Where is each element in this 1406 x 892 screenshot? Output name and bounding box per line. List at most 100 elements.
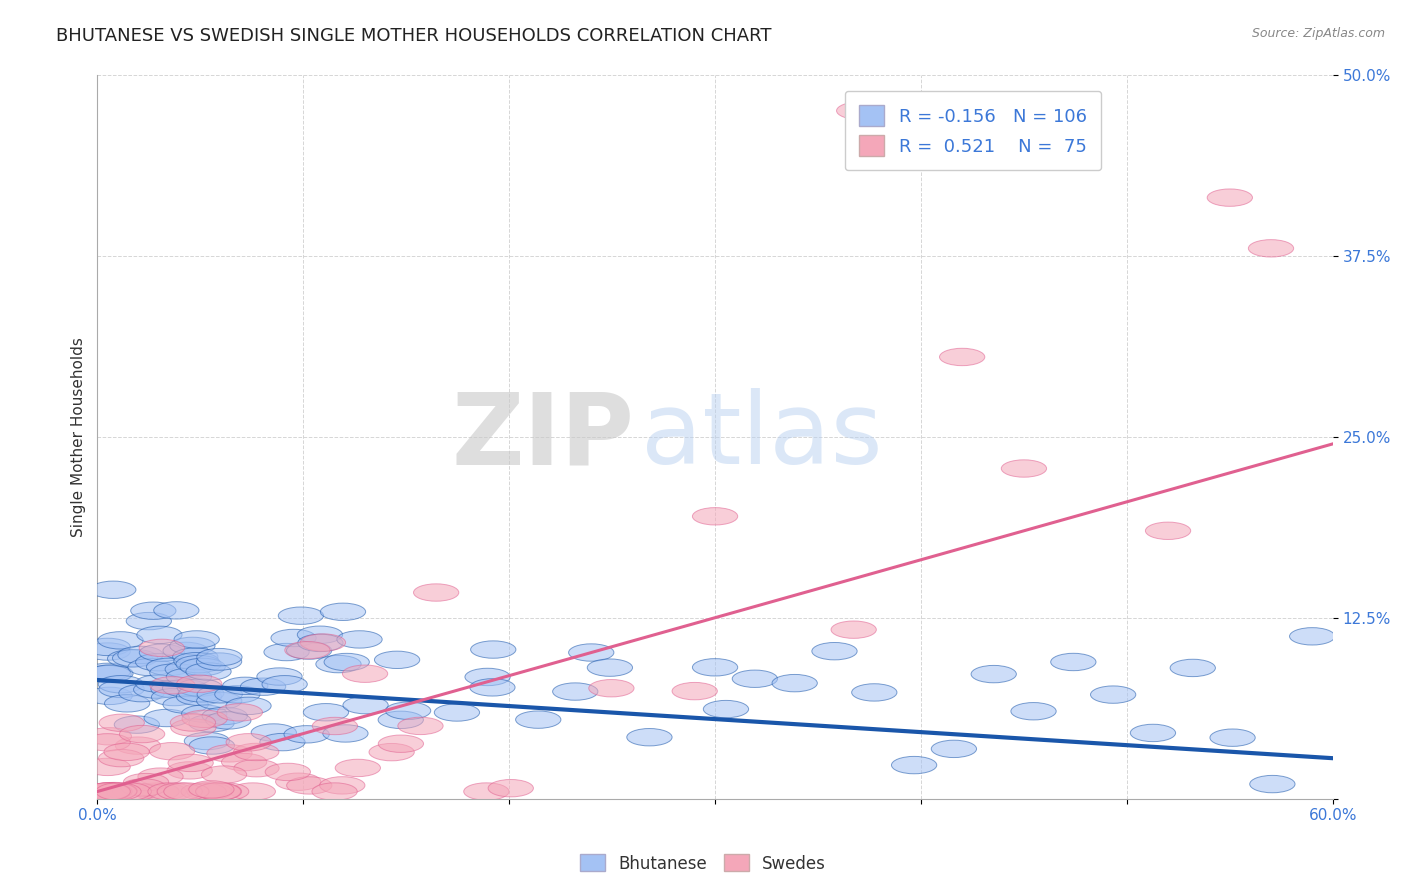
Ellipse shape xyxy=(163,642,208,659)
Ellipse shape xyxy=(1091,686,1136,703)
Ellipse shape xyxy=(143,709,190,727)
Ellipse shape xyxy=(226,733,271,751)
Ellipse shape xyxy=(181,783,226,800)
Ellipse shape xyxy=(378,711,423,729)
Ellipse shape xyxy=(378,735,423,753)
Ellipse shape xyxy=(150,681,197,698)
Ellipse shape xyxy=(1050,653,1097,671)
Text: BHUTANESE VS SWEDISH SINGLE MOTHER HOUSEHOLDS CORRELATION CHART: BHUTANESE VS SWEDISH SINGLE MOTHER HOUSE… xyxy=(56,27,772,45)
Ellipse shape xyxy=(84,758,131,775)
Ellipse shape xyxy=(204,783,249,800)
Ellipse shape xyxy=(516,711,561,729)
Ellipse shape xyxy=(233,759,280,777)
Ellipse shape xyxy=(202,707,247,724)
Ellipse shape xyxy=(323,653,370,671)
Ellipse shape xyxy=(167,755,214,772)
Ellipse shape xyxy=(112,649,157,667)
Ellipse shape xyxy=(972,665,1017,682)
Ellipse shape xyxy=(1211,729,1256,747)
Ellipse shape xyxy=(195,783,240,800)
Ellipse shape xyxy=(153,602,200,619)
Ellipse shape xyxy=(733,670,778,688)
Ellipse shape xyxy=(84,783,131,800)
Ellipse shape xyxy=(84,638,131,656)
Ellipse shape xyxy=(176,656,221,673)
Text: ZIP: ZIP xyxy=(451,388,634,485)
Ellipse shape xyxy=(146,658,191,675)
Ellipse shape xyxy=(105,783,152,800)
Ellipse shape xyxy=(134,681,179,698)
Ellipse shape xyxy=(287,777,332,794)
Ellipse shape xyxy=(323,725,368,742)
Ellipse shape xyxy=(233,743,278,761)
Ellipse shape xyxy=(135,675,181,692)
Ellipse shape xyxy=(138,768,183,785)
Ellipse shape xyxy=(188,780,233,798)
Ellipse shape xyxy=(568,644,614,661)
Ellipse shape xyxy=(134,783,179,800)
Ellipse shape xyxy=(87,665,134,682)
Ellipse shape xyxy=(131,602,176,619)
Ellipse shape xyxy=(181,705,226,723)
Ellipse shape xyxy=(167,762,212,779)
Ellipse shape xyxy=(488,780,533,797)
Ellipse shape xyxy=(84,733,131,751)
Ellipse shape xyxy=(343,665,388,682)
Ellipse shape xyxy=(266,764,311,780)
Ellipse shape xyxy=(287,642,332,659)
Ellipse shape xyxy=(181,710,228,728)
Ellipse shape xyxy=(298,634,343,651)
Ellipse shape xyxy=(139,640,184,657)
Ellipse shape xyxy=(312,783,357,800)
Ellipse shape xyxy=(127,613,172,630)
Ellipse shape xyxy=(197,686,242,703)
Ellipse shape xyxy=(184,732,229,749)
Ellipse shape xyxy=(891,756,936,773)
Ellipse shape xyxy=(627,729,672,746)
Ellipse shape xyxy=(231,783,276,800)
Ellipse shape xyxy=(304,704,349,721)
Ellipse shape xyxy=(374,651,420,668)
Ellipse shape xyxy=(385,702,430,720)
Ellipse shape xyxy=(177,679,222,697)
Ellipse shape xyxy=(120,684,165,702)
Ellipse shape xyxy=(104,743,149,761)
Ellipse shape xyxy=(284,725,329,743)
Legend: R = -0.156   N = 106, R =  0.521    N =  75: R = -0.156 N = 106, R = 0.521 N = 75 xyxy=(845,91,1101,170)
Ellipse shape xyxy=(588,659,633,676)
Ellipse shape xyxy=(135,654,181,671)
Ellipse shape xyxy=(413,584,458,601)
Ellipse shape xyxy=(174,653,219,670)
Ellipse shape xyxy=(398,717,443,735)
Ellipse shape xyxy=(1250,775,1295,793)
Ellipse shape xyxy=(170,637,215,655)
Ellipse shape xyxy=(170,714,215,731)
Ellipse shape xyxy=(1249,240,1294,257)
Ellipse shape xyxy=(98,675,143,693)
Ellipse shape xyxy=(217,704,263,721)
Ellipse shape xyxy=(434,704,479,722)
Ellipse shape xyxy=(84,783,131,800)
Ellipse shape xyxy=(931,740,977,757)
Ellipse shape xyxy=(470,679,515,696)
Ellipse shape xyxy=(692,508,738,525)
Y-axis label: Single Mother Households: Single Mother Households xyxy=(72,336,86,537)
Ellipse shape xyxy=(98,749,143,767)
Ellipse shape xyxy=(90,581,136,599)
Ellipse shape xyxy=(471,640,516,658)
Ellipse shape xyxy=(692,658,738,676)
Ellipse shape xyxy=(98,632,143,649)
Ellipse shape xyxy=(465,668,510,686)
Ellipse shape xyxy=(87,687,132,705)
Ellipse shape xyxy=(337,631,382,648)
Ellipse shape xyxy=(197,692,242,709)
Ellipse shape xyxy=(84,663,131,681)
Ellipse shape xyxy=(86,728,132,745)
Ellipse shape xyxy=(87,783,132,800)
Ellipse shape xyxy=(163,696,208,714)
Ellipse shape xyxy=(262,675,308,693)
Ellipse shape xyxy=(86,665,131,683)
Ellipse shape xyxy=(321,603,366,621)
Ellipse shape xyxy=(197,783,242,800)
Ellipse shape xyxy=(1146,522,1191,540)
